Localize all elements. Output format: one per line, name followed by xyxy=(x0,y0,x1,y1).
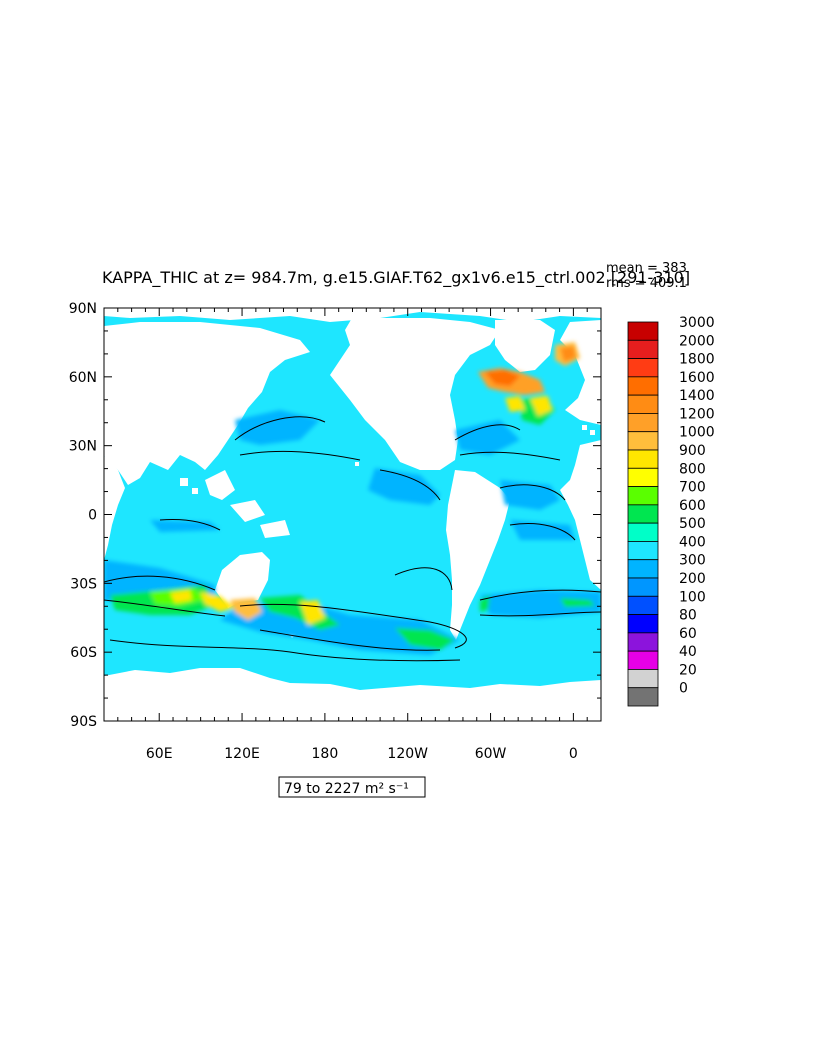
colorbar-label: 400 xyxy=(679,534,706,550)
colorbar-swatch xyxy=(627,449,659,469)
colorbar-label: 300 xyxy=(679,553,706,569)
colorbar-swatch xyxy=(627,358,659,378)
range-label: 79 to 2227 m² s⁻¹ xyxy=(284,781,409,797)
y-tick-label: 30S xyxy=(70,576,97,592)
colorbar-swatch xyxy=(627,669,659,689)
africa-land xyxy=(104,456,125,560)
colorbar-label: 1200 xyxy=(679,406,715,422)
colorbar-label: 3000 xyxy=(679,315,715,331)
y-tick-label: 60S xyxy=(70,645,97,661)
colorbar-swatch xyxy=(627,413,659,433)
rms-stat: rms = 409.1 xyxy=(606,276,687,291)
colorbar-label: 900 xyxy=(679,443,706,459)
y-tick-label: 60N xyxy=(69,370,97,386)
colorbar-swatch xyxy=(627,687,659,707)
colorbar-label: 1000 xyxy=(679,425,715,441)
colorbar-swatch xyxy=(627,504,659,524)
colorbar-swatch xyxy=(627,376,659,396)
contour-lines xyxy=(104,416,601,662)
colorbar-label: 700 xyxy=(679,480,706,496)
eurasia-land xyxy=(104,322,310,485)
colorbar: 3000200018001600140012001000900800700600… xyxy=(627,315,715,707)
colorbar-swatch xyxy=(627,321,659,341)
y-tick-label: 0 xyxy=(88,508,97,524)
x-tick-label: 60E xyxy=(146,746,173,762)
colorbar-label: 500 xyxy=(679,516,706,532)
x-tick-label: 180 xyxy=(312,746,339,762)
colorbar-label: 100 xyxy=(679,589,706,605)
x-tick-label: 120W xyxy=(387,746,428,762)
map-field xyxy=(104,308,601,721)
colorbar-label: 1400 xyxy=(679,388,715,404)
colorbar-swatch xyxy=(627,577,659,597)
north-america-land xyxy=(330,318,500,470)
colorbar-swatch xyxy=(627,541,659,561)
colorbar-swatch xyxy=(627,394,659,414)
x-tick-label: 60W xyxy=(475,746,507,762)
y-tick-label: 90S xyxy=(70,714,97,730)
colorbar-label: 2000 xyxy=(679,333,715,349)
colorbar-swatch xyxy=(627,614,659,634)
colorbar-label: 80 xyxy=(679,608,697,624)
colorbar-label: 0 xyxy=(679,681,688,697)
y-axis: 90N 60N 30N 0 30S 60S 90S xyxy=(69,301,601,730)
colorbar-swatch xyxy=(627,632,659,652)
mean-stat: mean = 383 xyxy=(606,261,687,276)
antarctica-land xyxy=(104,668,601,721)
south-america-land xyxy=(446,470,510,640)
colorbar-swatch xyxy=(627,595,659,615)
maritime-asia-land xyxy=(205,470,290,538)
x-axis: 60E 120E 180 120W 60W 0 xyxy=(117,308,588,762)
colorbar-label: 40 xyxy=(679,644,697,660)
colorbar-label: 1600 xyxy=(679,370,715,386)
y-tick-label: 30N xyxy=(69,439,97,455)
europe-africa-land xyxy=(560,440,601,590)
colorbar-label: 60 xyxy=(679,626,697,642)
greenland-land xyxy=(495,320,555,372)
colorbar-label: 20 xyxy=(679,662,697,678)
range-label-box xyxy=(278,776,426,798)
colorbar-swatch xyxy=(627,522,659,542)
colorbar-swatch xyxy=(627,559,659,579)
x-tick-label: 0 xyxy=(569,746,578,762)
colorbar-swatch xyxy=(627,339,659,359)
colorbar-label: 200 xyxy=(679,571,706,587)
colorbar-label: 600 xyxy=(679,498,706,514)
x-tick-label: 120E xyxy=(224,746,260,762)
colorbar-swatch xyxy=(627,467,659,487)
colorbar-label: 1800 xyxy=(679,352,715,368)
colorbar-swatch xyxy=(627,431,659,451)
colorbar-swatch xyxy=(627,486,659,506)
colorbar-label: 800 xyxy=(679,461,706,477)
chart-title: KAPPA_THIC at z= 984.7m, g.e15.GIAF.T62_… xyxy=(102,268,690,288)
colorbar-swatch xyxy=(627,650,659,670)
y-tick-label: 90N xyxy=(69,301,97,317)
australia-land xyxy=(215,552,270,608)
